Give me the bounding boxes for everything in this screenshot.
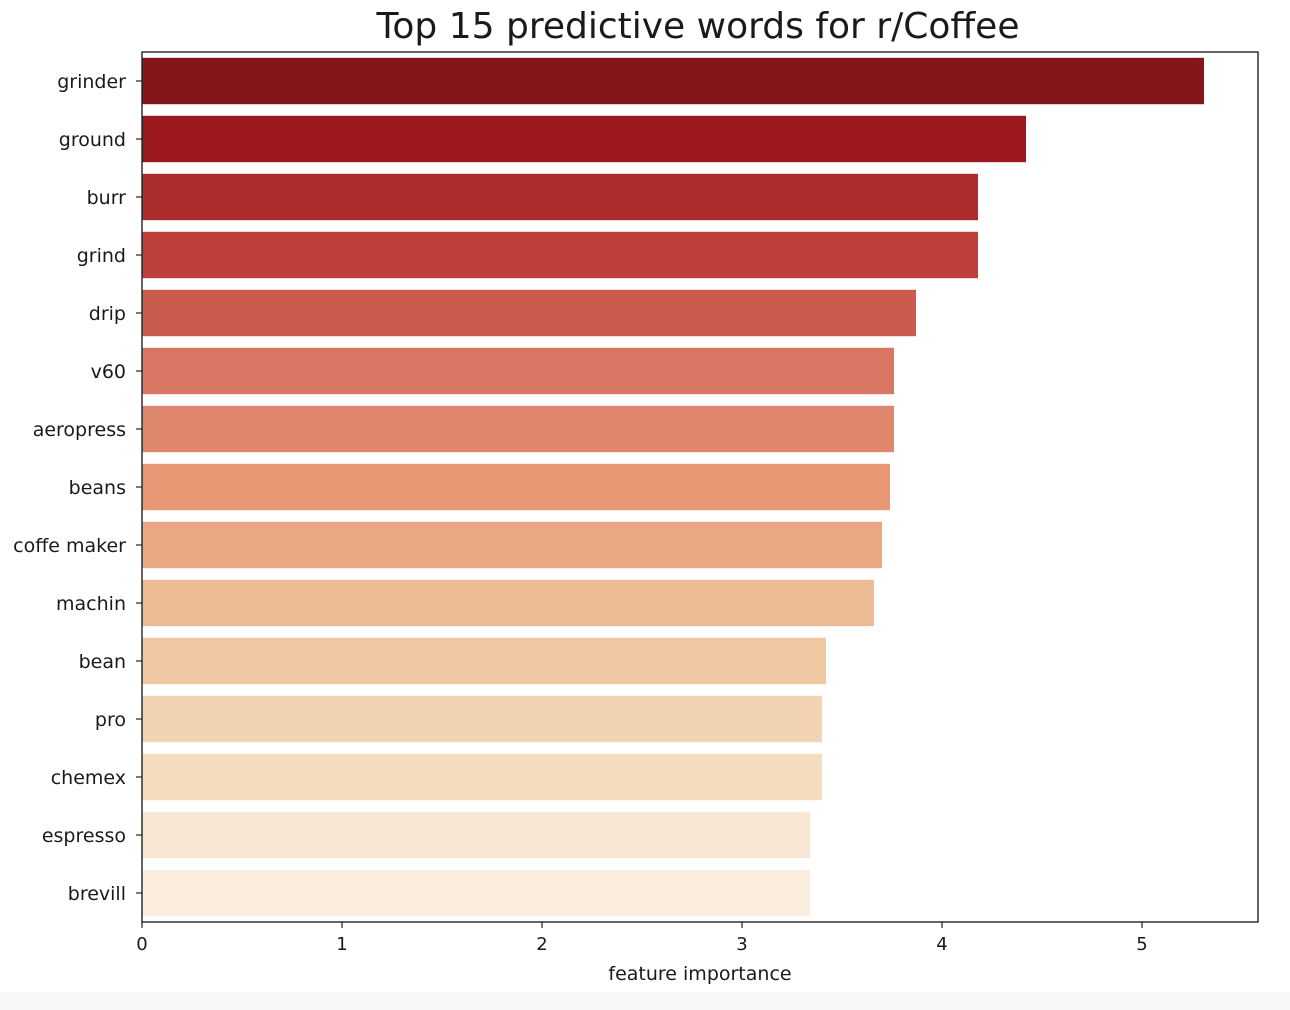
bar-brevill (142, 869, 810, 917)
bar-chemex (142, 753, 822, 801)
x-axis-ticks: 0 1 2 3 4 5 (136, 922, 1148, 955)
x-tick-label: 4 (936, 934, 947, 955)
bar-grinder (142, 57, 1204, 105)
bars-layer (142, 57, 1204, 917)
chart-title: Top 15 predictive words for r/Coffee (376, 6, 1020, 47)
y-tick-label: burr (87, 187, 127, 209)
y-tick-label: beans (69, 477, 126, 499)
y-tick-label: grinder (57, 71, 126, 93)
bar-bean (142, 637, 826, 685)
y-tick-label: drip (89, 303, 126, 325)
x-tick-label: 3 (736, 934, 747, 955)
bar-coffe-maker (142, 521, 882, 569)
y-tick-label: machin (56, 593, 126, 615)
y-tick-labels: grinder ground burr grind drip v60 aeropress be… (13, 71, 142, 905)
y-tick-label: pro (95, 709, 126, 731)
x-tick-label: 2 (536, 934, 547, 955)
bar-ground (142, 115, 1026, 163)
bar-beans (142, 463, 890, 511)
bar-burr (142, 173, 978, 221)
y-tick-label: brevill (68, 883, 126, 905)
bottom-strip (0, 992, 1290, 1010)
y-tick-label: grind (77, 245, 126, 267)
plot-frame (141, 51, 1259, 923)
y-tick-label: bean (79, 651, 126, 673)
y-tick-label: v60 (91, 361, 126, 383)
bar-drip (142, 289, 916, 337)
y-tick-label: coffe maker (13, 535, 126, 557)
bar-aeropress (142, 405, 894, 453)
bar-v60 (142, 347, 894, 395)
bar-espresso (142, 811, 810, 859)
y-tick-label: espresso (42, 825, 126, 847)
x-axis-label: feature importance (608, 963, 791, 985)
bar-grind (142, 231, 978, 279)
x-tick-label: 5 (1136, 934, 1147, 955)
x-tick-label: 1 (336, 934, 347, 955)
y-tick-label: aeropress (33, 419, 126, 441)
bar-pro (142, 695, 822, 743)
bar-machin (142, 579, 874, 627)
y-tick-label: chemex (51, 767, 126, 789)
x-tick-label: 0 (136, 934, 147, 955)
y-tick-label: ground (59, 129, 126, 151)
